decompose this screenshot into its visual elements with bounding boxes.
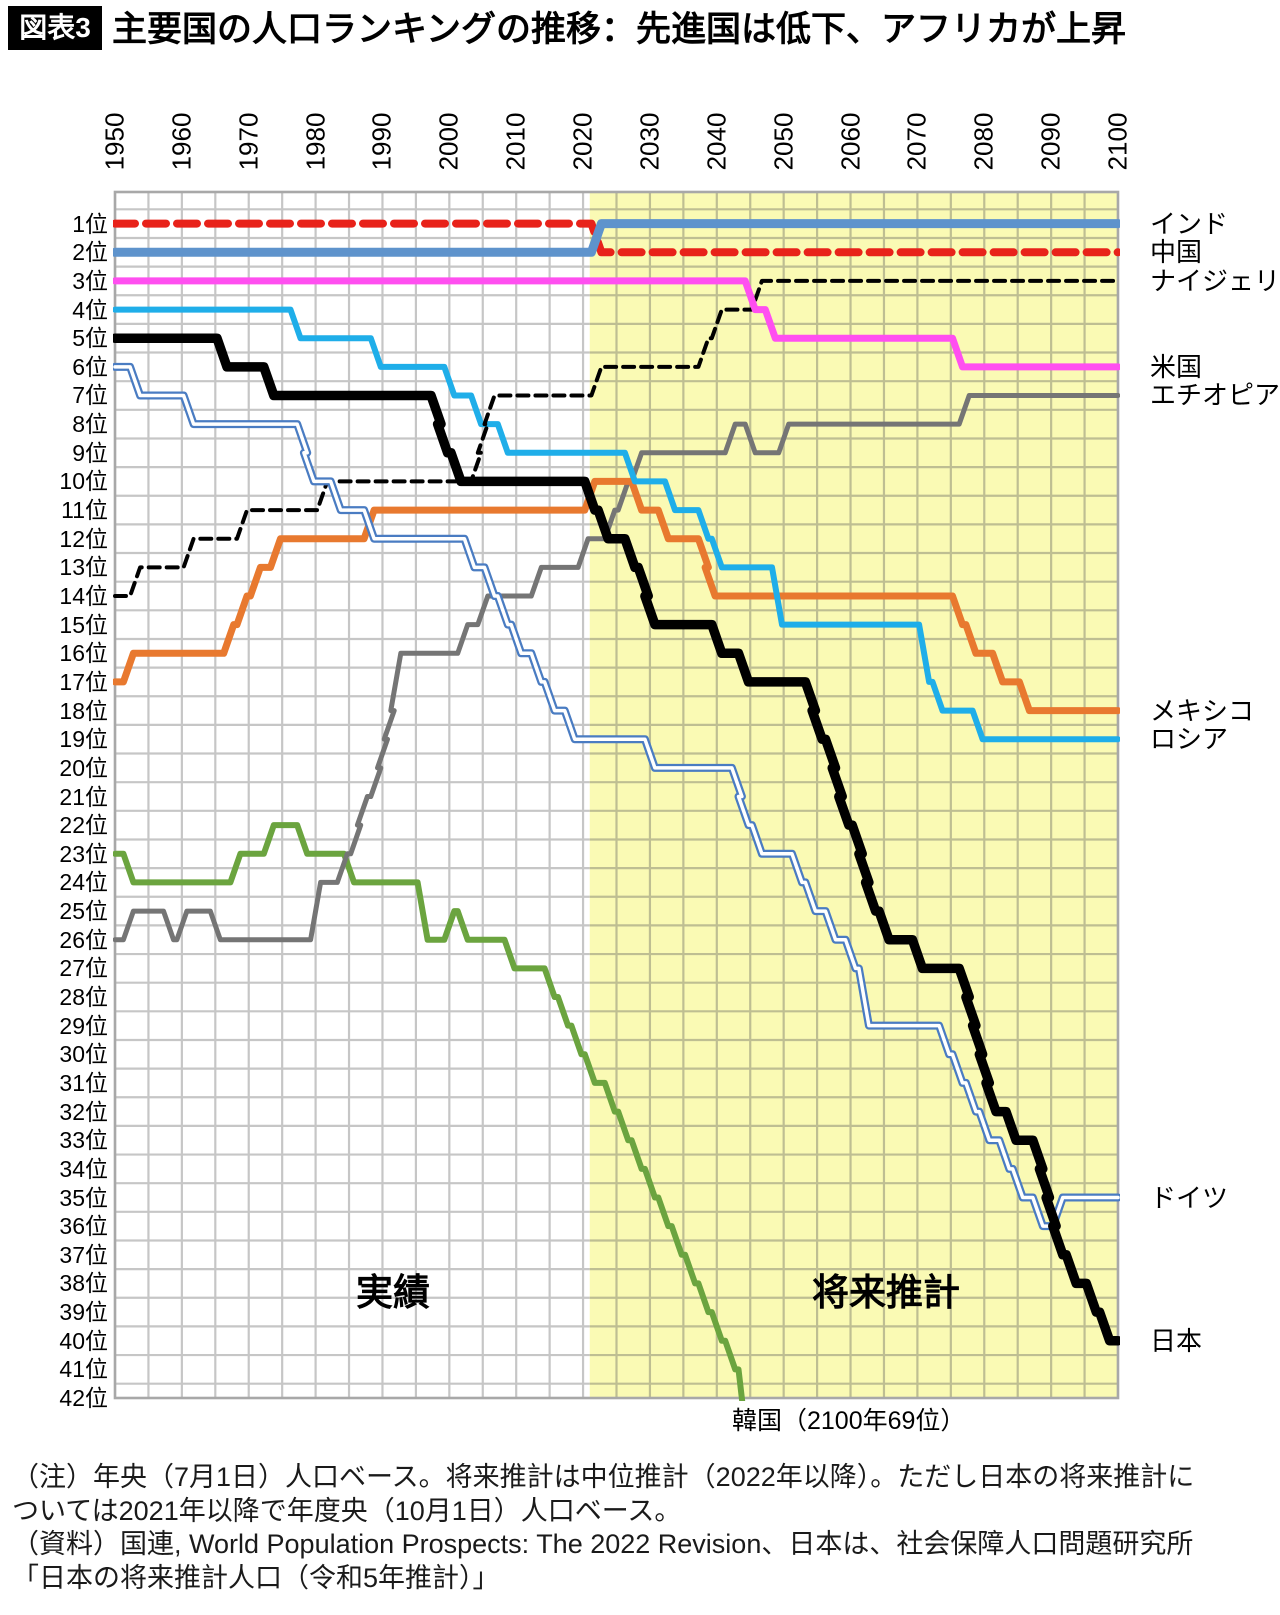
rank-tick-6: 6位	[72, 353, 108, 380]
legend-label-japan: 日本	[1150, 1325, 1203, 1356]
year-tick-2100: 2100	[1102, 112, 1133, 171]
legend-label-india: インド	[1150, 208, 1229, 239]
source-note: （注）年央（7月1日）人口ベース。将来推計は中位推計（2022年以降）。ただし日…	[12, 1462, 1195, 1593]
rank-tick-11: 11位	[61, 497, 108, 524]
year-tick-2040: 2040	[701, 112, 732, 171]
rank-tick-28: 28位	[59, 984, 108, 1010]
rank-tick-15: 15位	[59, 611, 108, 638]
year-tick-2000: 2000	[433, 112, 464, 171]
legend-label-russia: ロシア	[1150, 724, 1229, 755]
rank-tick-22: 22位	[59, 812, 108, 839]
year-tick-2080: 2080	[968, 112, 999, 171]
rank-tick-27: 27位	[59, 955, 108, 982]
rank-tick-32: 32位	[59, 1098, 108, 1125]
series-mexico-line	[113, 477, 1120, 715]
rank-tick-12: 12位	[59, 525, 108, 552]
rank-tick-42: 42位	[59, 1385, 108, 1411]
rank-tick-17: 17位	[59, 668, 108, 695]
series-germany-line-core	[113, 365, 1120, 1228]
rank-tick-21: 21位	[59, 783, 108, 810]
rank-tick-9: 9位	[72, 439, 108, 466]
year-tick-1950: 1950	[99, 112, 130, 171]
year-tick-2070: 2070	[901, 112, 932, 171]
rank-tick-29: 29位	[59, 1012, 108, 1039]
rank-tick-31: 31位	[59, 1069, 108, 1096]
series-ethiopia-line	[113, 393, 1120, 943]
series-india-line	[113, 219, 1120, 257]
projection-period-label: 将来推計	[812, 1272, 960, 1313]
series-korea-line	[113, 822, 746, 1401]
rank-tick-16: 16位	[59, 640, 108, 667]
rank-tick-8: 8位	[72, 411, 108, 438]
korea-2100-rank-note: 韓国（2100年69位）	[732, 1407, 966, 1435]
year-tick-2050: 2050	[768, 112, 799, 171]
series-china-line	[113, 219, 1120, 257]
rank-tick-30: 30位	[59, 1041, 108, 1068]
series-usa-line	[113, 277, 1120, 371]
actual-period-label: 実績	[356, 1272, 430, 1313]
year-tick-2010: 2010	[500, 112, 531, 171]
rank-tick-4: 4位	[72, 296, 108, 323]
year-tick-2020: 2020	[567, 112, 598, 171]
rank-tick-14: 14位	[59, 582, 108, 609]
rank-tick-7: 7位	[72, 382, 108, 409]
legend-label-nigeria: ナイジェリア	[1150, 265, 1280, 296]
series-russia-line	[113, 306, 1120, 743]
rank-tick-33: 33位	[59, 1127, 108, 1154]
rank-tick-10: 10位	[59, 468, 108, 495]
rank-tick-37: 37位	[59, 1241, 108, 1268]
series-japan-line	[113, 333, 1120, 1346]
rank-tick-20: 20位	[59, 754, 108, 781]
rank-tick-35: 35位	[59, 1184, 108, 1211]
legend-label-germany: ドイツ	[1150, 1182, 1229, 1213]
series-nigeria-line	[113, 278, 1120, 598]
rank-tick-39: 39位	[59, 1299, 108, 1326]
year-tick-2060: 2060	[835, 112, 866, 171]
rank-tick-5: 5位	[72, 325, 108, 352]
rank-tick-2: 2位	[72, 239, 108, 266]
rank-tick-1: 1位	[72, 210, 108, 237]
rank-tick-36: 36位	[59, 1213, 108, 1240]
plot-border	[113, 190, 1120, 1400]
year-tick-1980: 1980	[300, 112, 331, 171]
rank-tick-23: 23位	[59, 840, 108, 867]
page-title: 主要国の人口ランキングの推移：先進国は低下、アフリカが上昇	[112, 10, 1126, 49]
legend-label-mexico: メキシコ	[1150, 695, 1255, 726]
rank-tick-41: 41位	[59, 1356, 108, 1383]
rank-tick-18: 18位	[59, 697, 108, 724]
rank-tick-40: 40位	[59, 1327, 108, 1354]
rank-tick-38: 38位	[59, 1270, 108, 1297]
year-tick-2030: 2030	[634, 112, 665, 171]
rank-tick-3: 3位	[72, 267, 108, 294]
rank-tick-25: 25位	[59, 898, 108, 925]
rank-tick-13: 13位	[59, 554, 108, 581]
year-tick-1960: 1960	[166, 112, 197, 171]
legend-label-china: 中国	[1150, 237, 1203, 268]
rank-tick-26: 26位	[59, 926, 108, 953]
year-tick-1990: 1990	[366, 112, 397, 171]
rank-tick-19: 19位	[59, 726, 108, 753]
legend-label-usa: 米国	[1150, 351, 1203, 382]
rank-tick-24: 24位	[59, 869, 108, 896]
rank-tick-34: 34位	[59, 1155, 108, 1182]
year-tick-2090: 2090	[1035, 112, 1066, 171]
figure-number-badge: 図表3	[8, 6, 102, 50]
legend-label-ethiopia: エチオピア	[1150, 380, 1280, 411]
year-tick-1970: 1970	[233, 112, 264, 171]
